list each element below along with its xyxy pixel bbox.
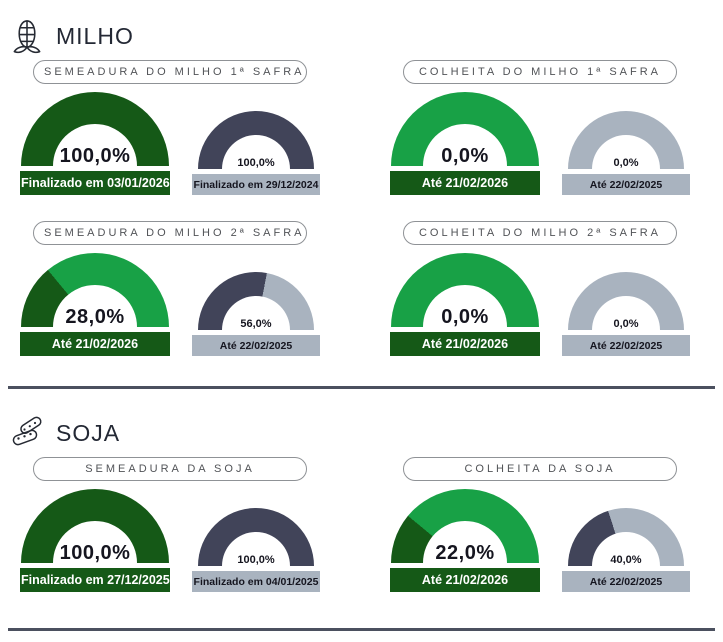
milho-row-1: SEMEADURA DO MILHO 1ª SAFRA 100,0% Final… <box>20 60 703 195</box>
gauge-chart: 100,0% <box>21 92 169 166</box>
gauge-semeadura-soja-atual: 100,0% Finalizado em 27/12/2025 <box>20 489 170 592</box>
block-semeadura-milho-1: SEMEADURA DO MILHO 1ª SAFRA 100,0% Final… <box>20 60 320 195</box>
block-colheita-milho-2: COLHEITA DO MILHO 2ª SAFRA 0,0% Até 21/0… <box>390 221 690 356</box>
gauge-chart: 0,0% <box>391 92 539 166</box>
gauge-caption: Até 21/02/2026 <box>20 332 170 356</box>
gauge-caption: Até 22/02/2025 <box>562 571 690 592</box>
gauge-caption: Finalizado em 29/12/2024 <box>192 174 320 195</box>
section-title-milho: MILHO <box>56 22 134 49</box>
gauge-caption: Até 22/02/2025 <box>562 174 690 195</box>
gauge-chart: 56,0% <box>198 272 314 330</box>
gauge-chart: 0,0% <box>391 253 539 327</box>
gauge-chart: 0,0% <box>568 111 684 169</box>
section-header-milho: MILHO <box>0 16 723 56</box>
pill-semeadura-milho-1: SEMEADURA DO MILHO 1ª SAFRA <box>33 60 307 84</box>
section-title-soja: SOJA <box>56 419 121 446</box>
section-divider <box>8 386 715 389</box>
gauge-value: 22,0% <box>435 542 495 564</box>
gauge-value: 0,0% <box>441 145 489 167</box>
gauge-chart: 28,0% <box>21 253 169 327</box>
gauge-chart: 22,0% <box>391 489 539 563</box>
pill-colheita-milho-1: COLHEITA DO MILHO 1ª SAFRA <box>403 60 677 84</box>
gauge-colheita-soja-anterior: 40,0% Até 22/02/2025 <box>562 508 690 592</box>
gauge-value: 100,0% <box>237 554 275 566</box>
gauge-value: 40,0% <box>610 554 642 566</box>
block-colheita-milho-1: COLHEITA DO MILHO 1ª SAFRA 0,0% Até 21/0… <box>390 60 690 195</box>
gauge-caption: Até 22/02/2025 <box>562 335 690 356</box>
gauge-caption: Até 22/02/2025 <box>192 335 320 356</box>
gauge-chart: 100,0% <box>198 508 314 566</box>
gauge-semeadura-soja-anterior: 100,0% Finalizado em 04/01/2025 <box>192 508 320 592</box>
block-semeadura-milho-2: SEMEADURA DO MILHO 2ª SAFRA 28,0% Até 21… <box>20 221 320 356</box>
soy-icon <box>10 414 44 452</box>
gauge-colheita-soja-atual: 22,0% Até 21/02/2026 <box>390 489 540 592</box>
pill-colheita-soja: COLHEITA DA SOJA <box>403 457 677 481</box>
gauge-chart: 100,0% <box>198 111 314 169</box>
gauge-chart: 100,0% <box>21 489 169 563</box>
milho-row-2: SEMEADURA DO MILHO 2ª SAFRA 28,0% Até 21… <box>20 221 703 356</box>
gauge-colheita-milho-1-atual: 0,0% Até 21/02/2026 <box>390 92 540 195</box>
gauge-hole: 0,0% <box>423 124 507 166</box>
bottom-divider <box>8 628 715 631</box>
gauge-caption: Finalizado em 03/01/2026 <box>20 171 170 195</box>
gauge-semeadura-milho-1-atual: 100,0% Finalizado em 03/01/2026 <box>20 92 170 195</box>
gauge-colheita-milho-2-anterior: 0,0% Até 22/02/2025 <box>562 272 690 356</box>
pill-semeadura-soja: SEMEADURA DA SOJA <box>33 457 307 481</box>
gauge-semeadura-milho-1-anterior: 100,0% Finalizado em 29/12/2024 <box>192 111 320 195</box>
gauge-caption: Até 21/02/2026 <box>390 568 540 592</box>
gauge-value: 100,0% <box>59 145 131 167</box>
soja-row: SEMEADURA DA SOJA 100,0% Finalizado em 2… <box>20 457 703 592</box>
pill-semeadura-milho-2: SEMEADURA DO MILHO 2ª SAFRA <box>33 221 307 245</box>
gauge-value: 0,0% <box>613 318 639 330</box>
gauge-chart: 40,0% <box>568 508 684 566</box>
gauge-caption: Finalizado em 27/12/2025 <box>20 568 170 592</box>
gauge-chart: 0,0% <box>568 272 684 330</box>
section-header-soja: SOJA <box>0 413 723 453</box>
gauge-caption: Até 21/02/2026 <box>390 171 540 195</box>
pill-colheita-milho-2: COLHEITA DO MILHO 2ª SAFRA <box>403 221 677 245</box>
gauge-value: 0,0% <box>441 306 489 328</box>
gauge-value: 56,0% <box>240 318 272 330</box>
gauge-value: 28,0% <box>65 306 125 328</box>
corn-icon <box>10 17 44 55</box>
gauge-value: 100,0% <box>237 157 275 169</box>
gauge-value: 0,0% <box>613 157 639 169</box>
gauge-caption: Até 21/02/2026 <box>390 332 540 356</box>
gauge-semeadura-milho-2-atual: 28,0% Até 21/02/2026 <box>20 253 170 356</box>
gauge-semeadura-milho-2-anterior: 56,0% Até 22/02/2025 <box>192 272 320 356</box>
block-semeadura-soja: SEMEADURA DA SOJA 100,0% Finalizado em 2… <box>20 457 320 592</box>
gauge-caption: Finalizado em 04/01/2025 <box>192 571 320 592</box>
block-colheita-soja: COLHEITA DA SOJA 22,0% Até 21/02/2026 <box>390 457 690 592</box>
gauge-value: 100,0% <box>59 542 131 564</box>
gauge-colheita-milho-1-anterior: 0,0% Até 22/02/2025 <box>562 111 690 195</box>
gauge-colheita-milho-2-atual: 0,0% Até 21/02/2026 <box>390 253 540 356</box>
